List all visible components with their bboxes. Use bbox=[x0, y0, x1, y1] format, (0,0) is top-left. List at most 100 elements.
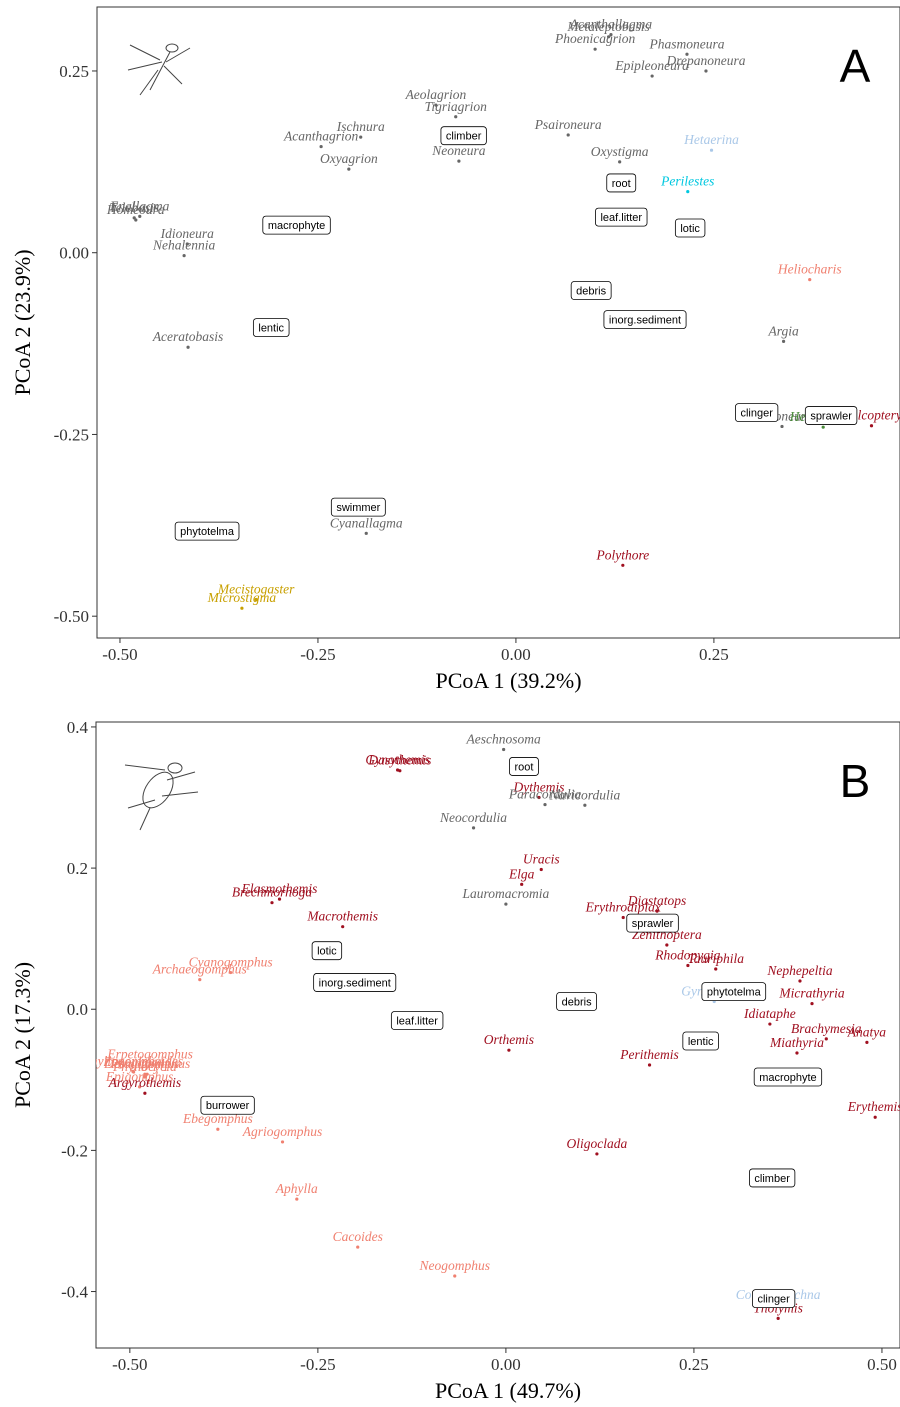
species-label: Mecistogaster bbox=[217, 581, 295, 596]
species-point bbox=[254, 597, 258, 602]
species-label: Perilestes bbox=[660, 174, 714, 189]
species-label: Microstigma bbox=[207, 590, 277, 605]
species-point bbox=[655, 909, 659, 913]
x-tick-label: -0.25 bbox=[300, 1355, 335, 1374]
species-label: Ischnura bbox=[336, 119, 385, 134]
species-point bbox=[520, 882, 524, 886]
species-point bbox=[216, 1127, 220, 1131]
species-label: Polythore bbox=[595, 547, 649, 562]
species-label: Idioneura bbox=[160, 226, 214, 241]
species-label: Elga bbox=[508, 866, 535, 881]
species-label: Navicordulia bbox=[548, 787, 620, 802]
species-point bbox=[138, 214, 142, 218]
species-label: Phoenicagrion bbox=[554, 31, 635, 46]
species-point bbox=[709, 148, 714, 152]
species-point bbox=[356, 1245, 360, 1249]
trait-box bbox=[749, 1168, 796, 1188]
species-label: Elasmothemis bbox=[241, 881, 318, 896]
species-label: Orthemis bbox=[484, 1032, 534, 1047]
species-label: Phyllogomphoides bbox=[82, 1053, 184, 1068]
adult-icon bbox=[127, 43, 191, 96]
trait-label: clinger bbox=[740, 408, 773, 420]
species-label: Homeoura bbox=[106, 202, 165, 217]
species-point bbox=[143, 1072, 147, 1076]
trait-label: inorg.sediment bbox=[609, 315, 681, 327]
species-label: Argia bbox=[767, 323, 798, 338]
species-point bbox=[198, 977, 202, 982]
species-point bbox=[229, 970, 233, 975]
species-label: Brechmorhoga bbox=[232, 885, 312, 900]
species-point bbox=[704, 69, 708, 73]
species-label: Aeschnosoma bbox=[466, 732, 541, 747]
species-point bbox=[686, 963, 690, 968]
trait-label: burrower bbox=[206, 1100, 250, 1112]
species-point bbox=[277, 897, 282, 901]
species-point bbox=[319, 144, 323, 149]
species-point bbox=[869, 424, 874, 428]
species-label: Argyrothemis bbox=[108, 1075, 182, 1090]
y-tick-label: 0.25 bbox=[59, 62, 89, 81]
species-label: Oxystigma bbox=[591, 144, 649, 159]
species-point bbox=[821, 425, 825, 429]
species-label: Erythrodiplax bbox=[585, 899, 661, 914]
trait-label: debris bbox=[576, 286, 606, 298]
species-label: Heliocharis bbox=[777, 262, 842, 277]
species-point bbox=[650, 74, 654, 78]
trait-label: lotic bbox=[317, 946, 337, 958]
species-label: Micrathyria bbox=[778, 986, 844, 1001]
trait-box bbox=[311, 941, 343, 961]
trait-box bbox=[262, 215, 331, 235]
species-point bbox=[776, 1316, 780, 1320]
species-label: Brachymesia bbox=[791, 1021, 862, 1036]
species-point bbox=[364, 531, 368, 535]
species-label: Drepanoneura bbox=[665, 53, 745, 68]
species-point bbox=[457, 159, 461, 163]
species-point bbox=[295, 1197, 299, 1201]
trait-label: lentic bbox=[258, 323, 284, 335]
species-point bbox=[780, 424, 784, 429]
species-label: Hetaerina bbox=[683, 132, 739, 147]
species-label: Metaleptobasis bbox=[566, 19, 650, 34]
species-point bbox=[502, 747, 506, 752]
panel-label: B bbox=[840, 755, 871, 807]
species-label: Telebasis bbox=[109, 200, 159, 215]
species-label: Dythemis bbox=[512, 780, 564, 795]
species-point bbox=[595, 1152, 599, 1156]
species-point bbox=[138, 1085, 142, 1089]
trait-box bbox=[626, 913, 679, 933]
trait-label: debris bbox=[562, 996, 592, 1008]
trait-label: climber bbox=[754, 1173, 790, 1185]
species-label: Neocordulia bbox=[439, 810, 507, 825]
x-tick-label: 0.50 bbox=[867, 1355, 897, 1374]
trait-box bbox=[752, 1289, 796, 1308]
trait-box bbox=[556, 992, 597, 1011]
species-point bbox=[240, 606, 244, 610]
species-label: Macrothemis bbox=[306, 909, 378, 924]
trait-label: sprawler bbox=[632, 918, 674, 930]
trait-label: lentic bbox=[688, 1036, 714, 1048]
species-label: Perithemis bbox=[619, 1047, 679, 1062]
x-tick-label: 0.00 bbox=[491, 1355, 521, 1374]
y-tick-label: -0.4 bbox=[61, 1283, 88, 1302]
species-label: Cyanogomphus bbox=[189, 955, 273, 970]
y-tick-label: -0.2 bbox=[61, 1141, 88, 1160]
species-label: Anatya bbox=[847, 1024, 886, 1039]
species-label: Neoneura bbox=[431, 143, 485, 158]
species-point bbox=[185, 242, 189, 246]
trait-box bbox=[682, 1031, 719, 1051]
species-label: Tauriphila bbox=[687, 951, 744, 966]
trait-box bbox=[674, 218, 706, 238]
trait-label: climber bbox=[446, 131, 482, 143]
species-point bbox=[566, 133, 570, 137]
y-axis-title: PCoA 2 (23.9%) bbox=[10, 249, 35, 395]
species-label: Aceratobasis bbox=[152, 329, 224, 344]
species-label: Ebegomphus bbox=[182, 1111, 253, 1126]
plot-frame bbox=[96, 6, 900, 639]
species-label: Enallagma bbox=[109, 198, 169, 213]
species-label: Idiataphe bbox=[743, 1006, 796, 1021]
trait-label: swimmer bbox=[336, 502, 380, 514]
species-point bbox=[621, 915, 625, 920]
species-label: Oligoclada bbox=[567, 1136, 628, 1151]
